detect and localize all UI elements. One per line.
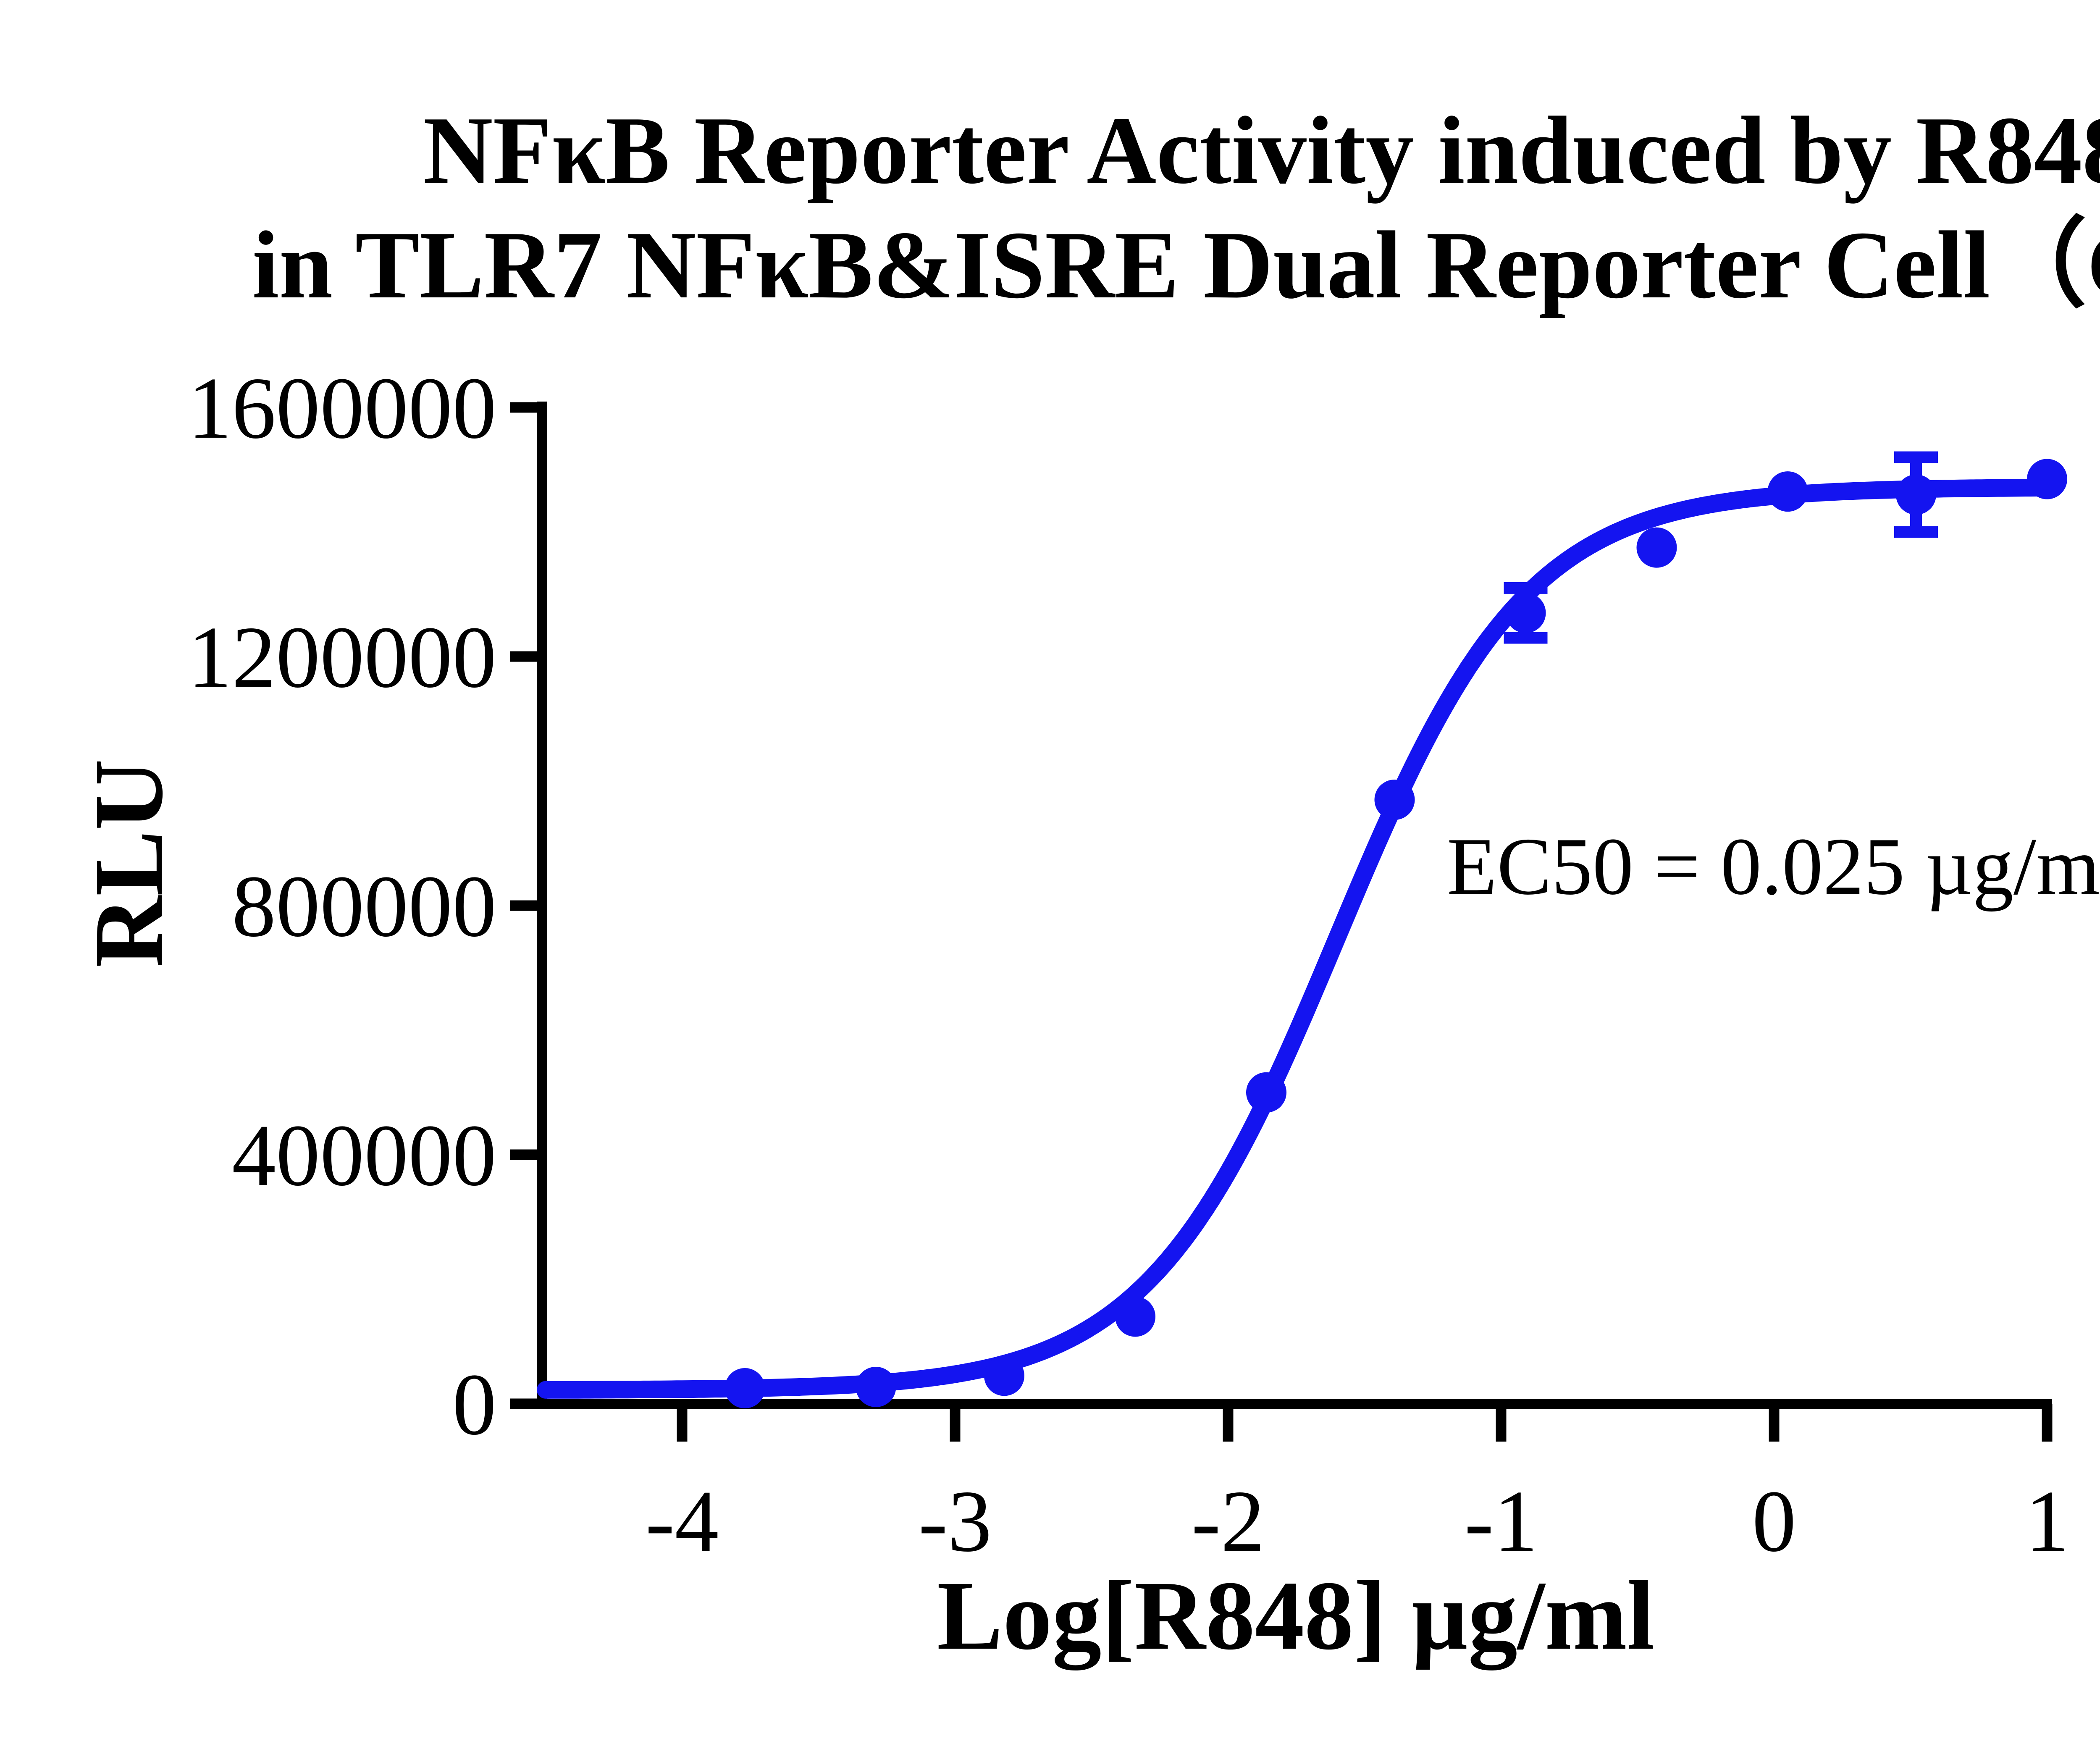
data-point-marker: [1115, 1296, 1155, 1337]
data-points: [724, 459, 2067, 1408]
data-point-marker: [724, 1368, 765, 1408]
data-point-marker: [1374, 779, 1415, 820]
data-point-marker: [1767, 471, 1808, 512]
y-tick-label: 400000: [232, 1107, 496, 1204]
y-axis-ticks: 0 400000 800000 1200000 1600000: [188, 360, 543, 1453]
x-tick-label: -3: [919, 1473, 992, 1570]
x-axis-ticks: -4 -3 -2 -1 0 1: [646, 1404, 2069, 1570]
x-tick-label: 0: [1752, 1473, 1796, 1570]
data-point-marker: [1505, 593, 1546, 633]
y-axis-title: RLU: [74, 759, 183, 967]
x-tick-label: -4: [646, 1473, 719, 1570]
x-tick-label: -1: [1465, 1473, 1538, 1570]
y-tick-label: 1200000: [188, 609, 496, 706]
x-axis-title: Log[R848] µg/ml: [937, 1561, 1654, 1670]
data-point-marker: [2027, 459, 2067, 499]
data-point-marker: [1246, 1072, 1286, 1113]
y-tick-label: 800000: [232, 858, 496, 955]
x-tick-label: -2: [1192, 1473, 1265, 1570]
ec50-annotation: EC50 = 0.025 µg/ml: [1447, 821, 2100, 912]
x-tick-label: 1: [2025, 1473, 2069, 1570]
y-tick-label: 0: [452, 1356, 496, 1453]
chart-title-line1: NFκB Reporter Activity induced by R848: [423, 97, 2100, 204]
fit-curve: [537, 479, 2056, 1399]
data-point-marker: [1636, 527, 1677, 568]
y-tick-label: 1600000: [188, 360, 496, 457]
data-point-marker: [984, 1355, 1024, 1396]
data-point-marker: [856, 1366, 896, 1407]
chart-title: NFκB Reporter Activity induced by R848 i…: [252, 97, 2100, 318]
chart-title-line2: in TLR7 NFκB&ISRE Dual Reporter Cell（C3）: [252, 211, 2100, 318]
data-point-marker: [1896, 474, 1936, 515]
